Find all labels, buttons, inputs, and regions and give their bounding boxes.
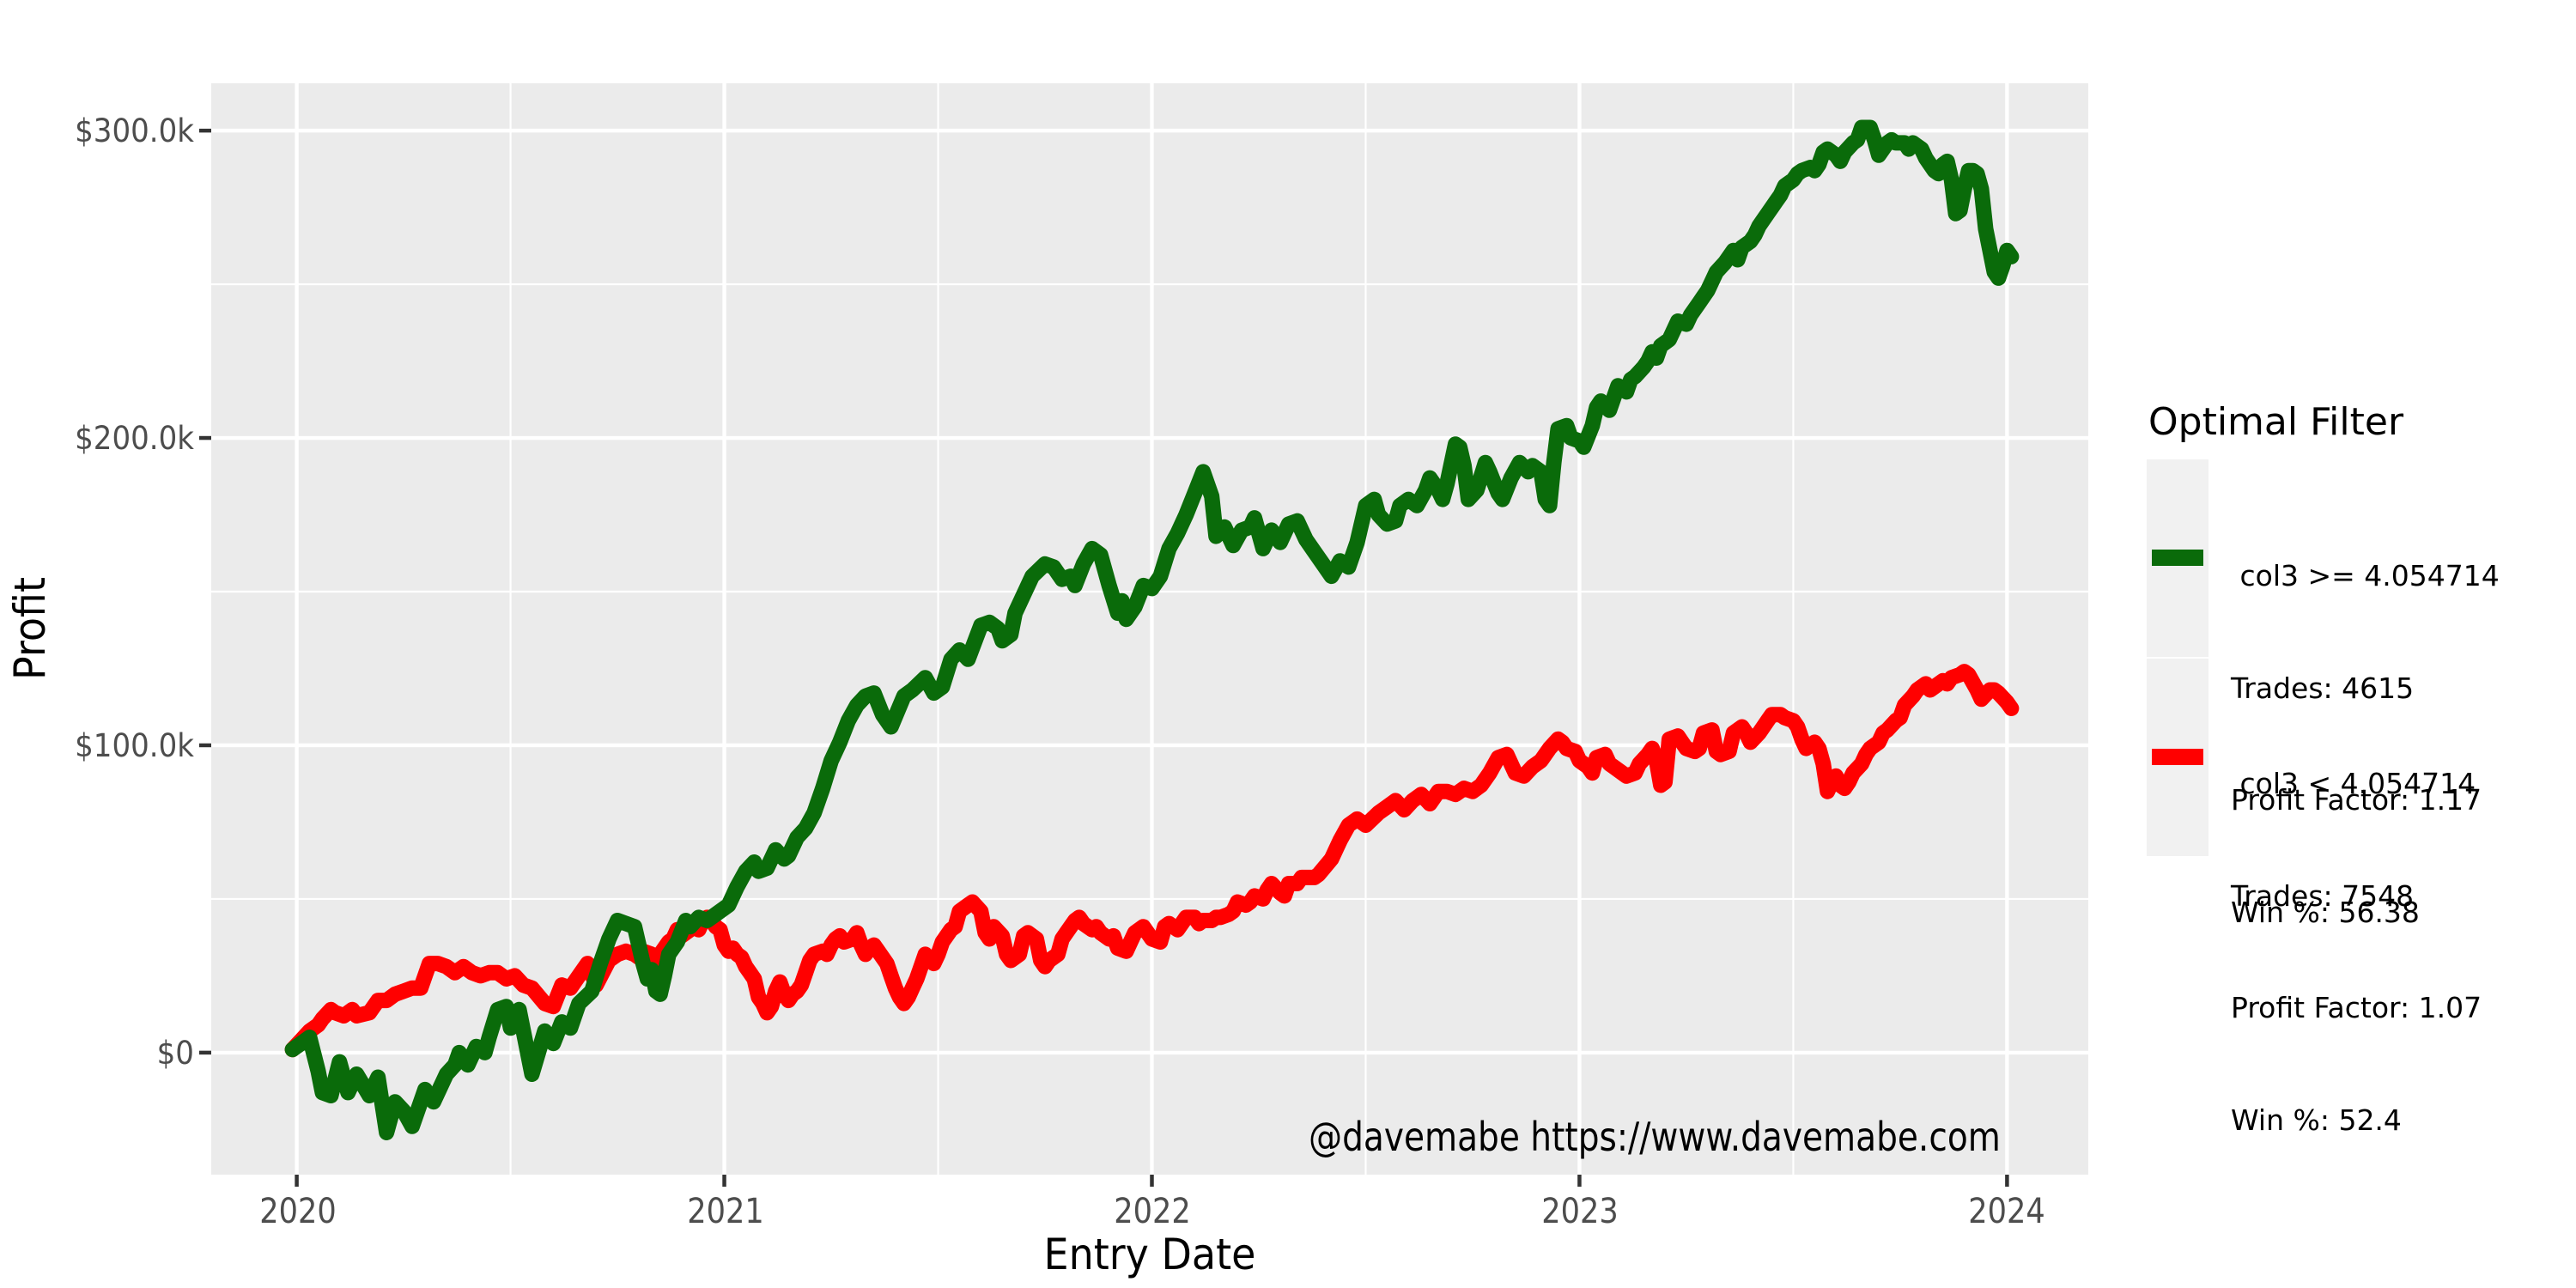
series-layer	[284, 119, 2020, 1140]
y-tick-100k: $100.0k	[75, 728, 194, 765]
x-tick-2021: 2021	[687, 1191, 764, 1231]
y-tick-0: $0	[157, 1036, 194, 1072]
x-axis-title: Entry Date	[1044, 1230, 1256, 1279]
watermark-text: @davemabe https://www.davemabe.com	[1309, 1115, 2001, 1161]
y-tick-200k: $200.0k	[75, 421, 194, 458]
axis-tick-marks	[199, 128, 2009, 1187]
y-tick-300k: $300.0k	[75, 113, 194, 150]
y-axis-title: Profit	[5, 577, 55, 680]
series-line-green	[284, 119, 2020, 1140]
x-tick-2024: 2024	[1968, 1191, 2045, 1231]
grid-major	[211, 83, 2088, 1175]
x-tick-2020: 2020	[259, 1191, 337, 1231]
x-tick-2022: 2022	[1114, 1191, 1191, 1231]
x-tick-2023: 2023	[1541, 1191, 1619, 1231]
